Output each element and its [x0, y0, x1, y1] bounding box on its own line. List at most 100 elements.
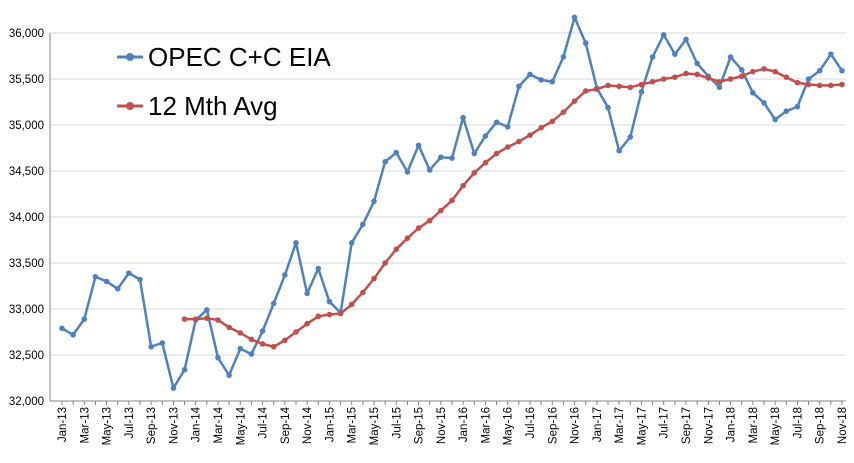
data-point	[493, 119, 500, 126]
data-point	[360, 289, 366, 296]
x-tick-label: May-17	[636, 407, 648, 445]
x-tick-label: Jan-18	[726, 407, 738, 442]
data-point	[181, 316, 188, 322]
data-point	[460, 182, 466, 189]
y-tick-label: 33,500	[9, 258, 44, 270]
data-point	[415, 142, 422, 149]
x-tick-label: May-13	[102, 407, 114, 445]
data-point	[371, 198, 377, 205]
data-point	[259, 328, 266, 334]
data-point	[248, 351, 255, 357]
x-tick-label: May-14	[235, 406, 247, 445]
data-point	[326, 311, 333, 318]
data-point	[582, 40, 589, 46]
data-point	[471, 150, 478, 157]
data-point	[226, 372, 232, 379]
data-point	[304, 320, 310, 327]
data-point	[783, 74, 790, 80]
data-point	[794, 79, 801, 86]
data-point	[304, 290, 310, 297]
x-tick-label: Mar-14	[213, 406, 225, 443]
series-lines	[59, 14, 845, 391]
series-12-mth-avg	[181, 66, 845, 350]
data-point	[683, 36, 689, 43]
data-point	[70, 331, 76, 338]
data-point	[382, 159, 388, 165]
x-tick-label: Mar-15	[347, 407, 359, 443]
data-point	[126, 270, 132, 276]
data-point	[828, 82, 834, 89]
legend-swatch-marker	[126, 53, 134, 61]
data-point	[103, 278, 110, 285]
data-point	[415, 225, 422, 231]
data-point	[404, 235, 411, 241]
data-point	[649, 54, 656, 60]
data-point	[683, 70, 689, 77]
data-point	[816, 67, 823, 74]
data-point	[493, 150, 500, 157]
x-tick-label: Jul-17	[659, 407, 671, 438]
data-point	[460, 114, 466, 121]
data-point	[738, 67, 745, 73]
data-point	[727, 54, 734, 60]
data-point	[672, 51, 678, 57]
x-tick-label: Sep-15	[414, 407, 426, 444]
data-point	[404, 169, 411, 175]
data-point	[516, 83, 522, 90]
data-point	[270, 343, 277, 350]
y-tick-label: 35,500	[9, 74, 44, 86]
x-tick-label: Jul-13	[124, 407, 136, 438]
x-tick-label: Jul-18	[792, 407, 804, 438]
data-point	[471, 170, 478, 176]
data-point	[92, 274, 99, 280]
x-tick-label: Jul-15	[391, 407, 403, 438]
data-point	[839, 81, 845, 88]
data-point	[627, 84, 634, 91]
data-point	[449, 197, 455, 204]
x-tick-label: Mar-13	[79, 407, 91, 443]
data-point	[549, 118, 556, 125]
data-point	[215, 317, 221, 323]
data-point	[237, 345, 244, 352]
x-tick-label: Sep-13	[146, 407, 158, 444]
data-point	[638, 81, 645, 88]
legend-label: OPEC C+C EIA	[148, 42, 331, 72]
data-point	[750, 90, 756, 96]
data-point	[727, 76, 734, 82]
data-point	[694, 71, 700, 78]
data-point	[805, 81, 812, 88]
data-point	[627, 134, 634, 140]
data-point	[594, 86, 600, 92]
data-point	[605, 82, 611, 89]
data-point	[337, 310, 344, 317]
data-point	[114, 285, 121, 292]
data-point	[237, 330, 244, 336]
data-point	[382, 260, 388, 266]
data-point	[772, 68, 778, 75]
data-point	[638, 89, 645, 95]
legend-swatch-marker	[126, 102, 134, 110]
data-point	[181, 366, 188, 373]
data-point	[259, 341, 266, 347]
data-point	[148, 343, 154, 350]
data-point	[282, 272, 288, 278]
data-point	[348, 239, 355, 246]
data-point	[694, 60, 700, 67]
y-tick-label: 32,000	[9, 396, 44, 408]
x-tick-label: Sep-17	[681, 407, 693, 444]
data-point	[504, 124, 511, 130]
data-point	[192, 316, 199, 322]
data-point	[438, 154, 444, 160]
data-point	[839, 67, 845, 74]
y-tick-label: 35,000	[9, 120, 44, 132]
data-point	[315, 313, 322, 320]
data-point	[482, 133, 489, 139]
data-point	[393, 149, 400, 156]
y-axis: 32,000 32,500 33,000 33,500 34,000 34,500 35,0…	[9, 28, 51, 408]
data-point	[371, 275, 377, 282]
y-tick-label: 33,000	[9, 304, 44, 316]
data-point	[660, 32, 667, 38]
data-point	[426, 217, 433, 224]
x-tick-label: Jan-16	[458, 407, 470, 442]
